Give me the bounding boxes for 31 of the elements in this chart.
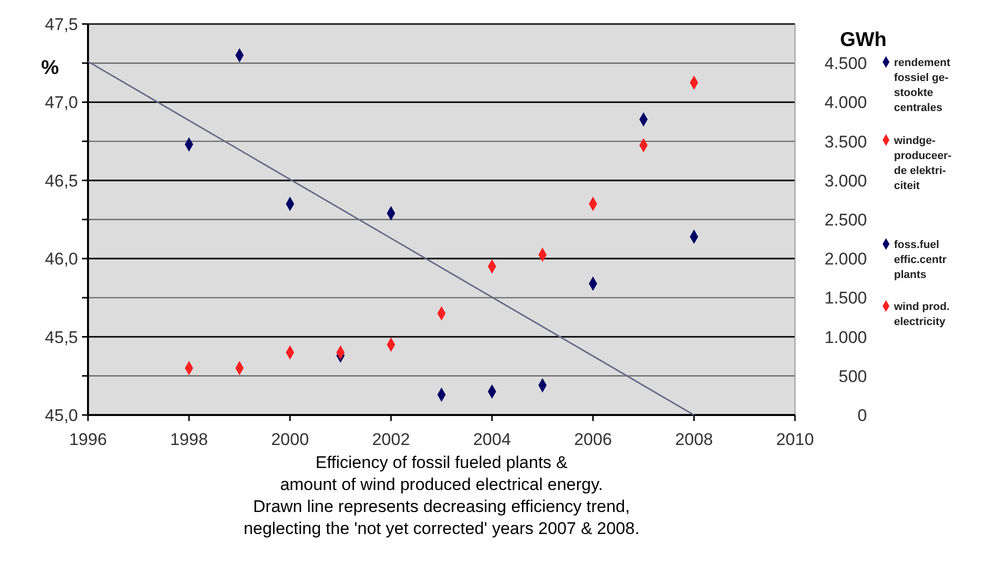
legend-label: windge- produceer- de elektri- citeit — [893, 135, 952, 192]
y2-tick-label: 2.000 — [824, 250, 867, 269]
x-tick-label: 2004 — [473, 430, 511, 449]
y2-tick-label: 500 — [838, 366, 867, 386]
text: Efficiency of fossil fueled plants & amount of wind produced electrical energy. Drawn line represents decreasing efficiency trend, neglecting the 'not yet corrected' years 2007 & 2008. — [244, 453, 640, 538]
legend-label: rendement fossiel ge- stookte centrales — [894, 57, 951, 114]
y2-tick-label: 1.500 — [824, 288, 867, 308]
y2-tick-label: 0 — [858, 406, 867, 425]
y2-tick-label: 2.500 — [824, 210, 867, 230]
y2-axis-title: GWh — [840, 29, 887, 51]
y-tick-label: 46,5 — [44, 171, 78, 190]
y2-tick-label: 4.000 — [824, 93, 867, 112]
y-tick-label: 45,5 — [44, 328, 78, 347]
x-tick-label: 2000 — [271, 430, 309, 449]
y-tick-label: 46,0 — [44, 250, 78, 269]
x-tick-label: 2008 — [675, 430, 713, 449]
x-tick-label: 2002 — [372, 430, 410, 449]
y-tick-label: 47,0 — [44, 93, 78, 112]
y2-tick-label: 1.000 — [824, 328, 867, 347]
y-tick-label: 47,5 — [44, 14, 78, 34]
y-tick-label: 45,0 — [44, 406, 78, 425]
legend-label: foss.fuel effic.centr plants — [894, 239, 948, 281]
y2-tick-label: 3.500 — [824, 132, 867, 152]
y-axis-title: % — [41, 57, 60, 79]
y2-tick-label: 3.000 — [824, 171, 867, 190]
x-tick-label: 1996 — [69, 430, 107, 449]
y2-tick-label: 4.500 — [824, 54, 867, 74]
legend-label: wind prod. electricity — [893, 301, 950, 328]
x-tick-label: 1998 — [170, 430, 208, 449]
x-tick-label: 2010 — [776, 430, 814, 449]
x-tick-label: 2006 — [574, 430, 612, 449]
